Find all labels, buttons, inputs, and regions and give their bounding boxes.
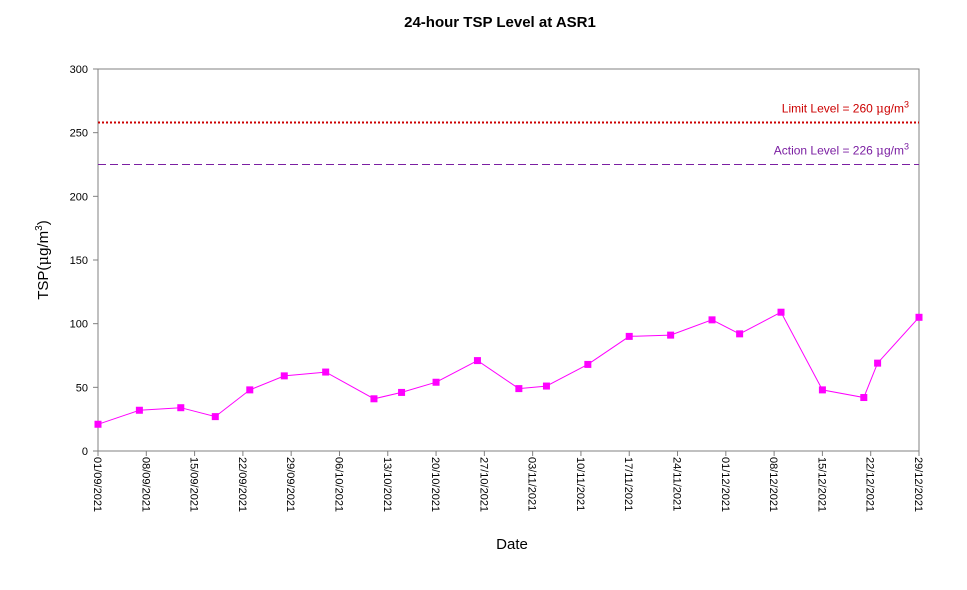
series-layer (94, 308, 923, 428)
x-tick-label: 29/12/2021 (912, 457, 924, 512)
plot-area (97, 68, 920, 452)
data-point (777, 308, 785, 316)
y-axis-label-base: TSP( (35, 266, 52, 300)
y-tick-label: 150 (70, 255, 88, 267)
data-point (94, 420, 102, 428)
x-tick-label: 22/12/2021 (864, 457, 876, 512)
x-tick-label: 01/12/2021 (719, 457, 731, 512)
data-point (708, 316, 716, 324)
x-tick-label: 27/10/2021 (477, 457, 489, 512)
x-tick-label: 20/10/2021 (429, 457, 441, 512)
x-tick-label: 22/09/2021 (236, 457, 248, 512)
data-point (211, 413, 219, 421)
y-axis-label-mu: μ (34, 256, 52, 266)
chart-title: 24-hour TSP Level at ASR1 (404, 14, 596, 31)
x-tick-label: 17/11/2021 (622, 457, 634, 511)
x-tick-label: 29/09/2021 (284, 457, 296, 512)
y-axis-label-sup: 3 (34, 225, 45, 231)
x-tick-label: 06/10/2021 (332, 457, 344, 512)
x-tick-label: 08/09/2021 (139, 457, 151, 512)
data-point (818, 386, 826, 394)
data-point (667, 331, 675, 339)
y-tick-label: 100 (70, 319, 88, 331)
reference-lines: Limit Level = 260 μg/m3 Action Level = 22… (98, 99, 919, 165)
y-tick-label: 300 (70, 64, 88, 76)
x-tick-label: 03/11/2021 (526, 457, 538, 511)
x-tick-label: 01/09/2021 (91, 457, 103, 512)
x-tick-label: 15/09/2021 (188, 457, 200, 512)
data-point (246, 386, 254, 394)
series-line (97, 311, 920, 425)
data-point (860, 394, 868, 402)
y-axis-label: TSP(μg/m3) (34, 220, 52, 300)
data-point (398, 388, 406, 396)
data-point (915, 313, 923, 321)
y-axis: 0 50 100 150 200 250 300 (70, 64, 98, 458)
y-tick-label: 200 (70, 191, 88, 203)
limit-level-label: Limit Level = 260 μg/m3 (782, 99, 909, 115)
x-tick-label: 10/11/2021 (574, 457, 586, 511)
data-point (473, 357, 481, 365)
data-point (515, 385, 523, 393)
y-tick-label: 50 (76, 382, 88, 394)
data-point (625, 332, 633, 340)
y-axis-label-unit: g/m (35, 231, 52, 256)
x-tick-label: 13/10/2021 (381, 457, 393, 512)
x-axis: 01/09/2021 08/09/2021 15/09/2021 22/09/2021… (91, 451, 924, 512)
data-point (370, 395, 378, 403)
y-tick-label: 250 (70, 128, 88, 140)
x-tick-label: 08/12/2021 (767, 457, 779, 512)
data-point (874, 359, 882, 367)
data-point (584, 360, 592, 368)
data-point (322, 368, 330, 376)
data-point (280, 372, 288, 380)
data-point (177, 404, 185, 412)
x-tick-label: 24/11/2021 (671, 457, 683, 511)
data-point (736, 330, 744, 338)
y-axis-label-close: ) (35, 220, 52, 225)
data-point (542, 382, 550, 390)
data-point (135, 406, 143, 414)
x-tick-label: 15/12/2021 (815, 457, 827, 512)
data-point (432, 378, 440, 386)
action-level-label: Action Level = 226 μg/m3 (774, 142, 909, 158)
x-axis-label: Date (496, 536, 528, 553)
y-tick-label: 0 (82, 446, 88, 458)
